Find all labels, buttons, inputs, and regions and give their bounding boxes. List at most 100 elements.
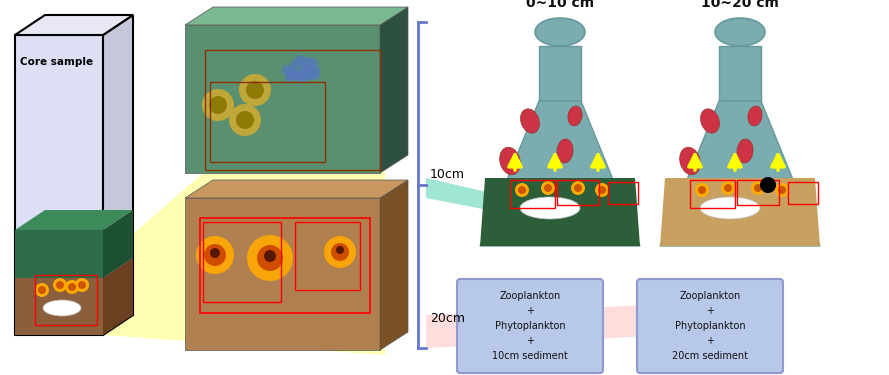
Circle shape xyxy=(778,186,786,194)
Circle shape xyxy=(595,183,609,197)
Polygon shape xyxy=(426,178,565,225)
Circle shape xyxy=(310,65,320,75)
Circle shape xyxy=(541,181,555,195)
Circle shape xyxy=(760,177,776,193)
Ellipse shape xyxy=(535,18,585,46)
Text: 20cm: 20cm xyxy=(430,312,465,324)
Ellipse shape xyxy=(700,197,760,219)
Circle shape xyxy=(282,65,292,75)
Circle shape xyxy=(574,184,582,192)
Ellipse shape xyxy=(521,109,540,133)
Bar xyxy=(203,222,281,302)
Circle shape xyxy=(210,248,220,258)
Circle shape xyxy=(295,55,305,65)
Polygon shape xyxy=(103,210,133,278)
Bar xyxy=(690,180,735,208)
FancyBboxPatch shape xyxy=(637,279,783,373)
Bar xyxy=(210,82,325,162)
Circle shape xyxy=(202,89,234,121)
Circle shape xyxy=(65,280,79,294)
Circle shape xyxy=(721,181,735,195)
Polygon shape xyxy=(660,101,820,246)
Polygon shape xyxy=(103,15,133,335)
Circle shape xyxy=(290,60,300,70)
Polygon shape xyxy=(185,198,380,350)
Circle shape xyxy=(229,104,261,136)
Circle shape xyxy=(571,181,585,195)
Bar xyxy=(608,182,638,204)
Circle shape xyxy=(295,72,305,82)
Text: Zooplankton
+
Phytoplankton
+
10cm sediment: Zooplankton + Phytoplankton + 10cm sedim… xyxy=(493,291,568,361)
Bar xyxy=(737,180,779,205)
Polygon shape xyxy=(103,258,133,335)
Circle shape xyxy=(300,72,310,82)
Circle shape xyxy=(724,184,732,192)
Bar xyxy=(557,180,599,205)
Ellipse shape xyxy=(557,139,573,163)
Bar xyxy=(205,50,380,170)
Polygon shape xyxy=(480,101,640,246)
Circle shape xyxy=(290,70,300,80)
Circle shape xyxy=(239,74,271,106)
Circle shape xyxy=(35,283,49,297)
Circle shape xyxy=(775,183,789,197)
Text: Zooplankton
+
Phytoplankton
+
20cm sediment: Zooplankton + Phytoplankton + 20cm sedim… xyxy=(672,291,748,361)
Circle shape xyxy=(264,250,276,262)
Ellipse shape xyxy=(701,109,719,133)
Polygon shape xyxy=(480,178,640,246)
Text: 10~20 cm: 10~20 cm xyxy=(701,0,779,10)
Polygon shape xyxy=(539,46,581,101)
Circle shape xyxy=(518,186,526,194)
Polygon shape xyxy=(185,180,408,198)
Circle shape xyxy=(246,81,264,99)
Circle shape xyxy=(298,68,308,78)
Circle shape xyxy=(698,186,706,194)
Text: 0~10 cm: 0~10 cm xyxy=(526,0,594,10)
Circle shape xyxy=(324,236,356,268)
Circle shape xyxy=(78,281,86,289)
Circle shape xyxy=(300,63,310,73)
Bar xyxy=(788,182,818,204)
Polygon shape xyxy=(185,7,408,25)
Circle shape xyxy=(751,181,765,195)
Polygon shape xyxy=(103,15,385,355)
Circle shape xyxy=(247,235,293,281)
Polygon shape xyxy=(185,25,380,173)
Circle shape xyxy=(308,58,318,68)
Polygon shape xyxy=(15,210,133,230)
Circle shape xyxy=(331,243,349,261)
Ellipse shape xyxy=(43,300,81,316)
Circle shape xyxy=(305,65,315,75)
Polygon shape xyxy=(380,7,408,173)
Ellipse shape xyxy=(680,147,701,175)
Ellipse shape xyxy=(520,197,580,219)
Circle shape xyxy=(75,278,89,292)
Circle shape xyxy=(196,236,234,274)
Ellipse shape xyxy=(715,18,765,46)
Circle shape xyxy=(302,57,312,67)
Polygon shape xyxy=(719,46,761,101)
Circle shape xyxy=(754,184,762,192)
Circle shape xyxy=(598,186,606,194)
Circle shape xyxy=(515,183,529,197)
Ellipse shape xyxy=(737,139,753,163)
Polygon shape xyxy=(426,300,760,348)
Circle shape xyxy=(236,111,254,129)
Polygon shape xyxy=(660,178,820,246)
Ellipse shape xyxy=(748,106,762,126)
Circle shape xyxy=(204,244,226,266)
Text: 10cm: 10cm xyxy=(430,168,465,182)
Polygon shape xyxy=(15,15,133,35)
Bar xyxy=(510,180,555,208)
Polygon shape xyxy=(15,230,103,278)
Circle shape xyxy=(53,278,67,292)
Circle shape xyxy=(544,184,552,192)
Ellipse shape xyxy=(500,147,520,175)
Circle shape xyxy=(336,246,344,254)
Bar xyxy=(35,275,97,325)
Circle shape xyxy=(38,286,46,294)
Circle shape xyxy=(695,183,709,197)
Circle shape xyxy=(257,245,283,271)
Bar xyxy=(295,222,360,290)
Circle shape xyxy=(56,281,64,289)
